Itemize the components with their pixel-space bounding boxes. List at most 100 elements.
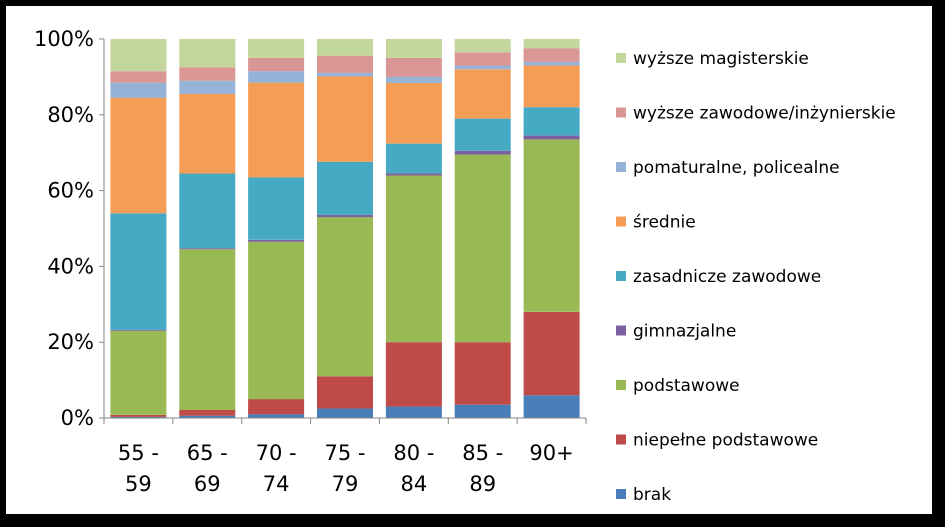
bar-segment-3-col-5 <box>385 175 442 343</box>
bar-segment-7-col-6 <box>454 65 511 70</box>
bar-segment-1-col-3 <box>248 414 305 418</box>
axes-layer: 0% 20% 40% 60% 80% 100% 55 - 59 65 - 69 70 - 74 75 -… <box>34 27 587 496</box>
bar-segment-1-col-6 <box>454 404 511 418</box>
legend-label: średnie <box>633 213 696 233</box>
bar-segment-5-col-6 <box>454 118 511 151</box>
x-tick-label-line: 80 - <box>393 441 434 465</box>
legend-swatch <box>616 271 626 281</box>
bar-segment-5-col-2 <box>179 173 236 249</box>
bar-segment-5-col-3 <box>248 177 305 240</box>
bar-segment-6-col-7 <box>523 65 580 108</box>
legend-swatch <box>616 53 626 63</box>
x-tick-label-line: 79 <box>332 472 359 496</box>
legend: wyższe magisterskie wyższe zawodowe/inżyn… <box>616 49 896 505</box>
x-tick-label-line: 89 <box>469 472 496 496</box>
bar-segment-8-col-7 <box>523 48 580 62</box>
bar-segment-9-col-1 <box>110 39 167 72</box>
bar-segment-8-col-5 <box>385 58 442 77</box>
y-tick-label: 80% <box>47 103 94 127</box>
legend-label: podstawowe <box>633 376 740 396</box>
legend-label: zasadnicze zawodowe <box>633 267 821 287</box>
y-tick-label: 0% <box>61 406 94 430</box>
bar-segment-6-col-2 <box>179 94 236 174</box>
bar-segment-6-col-6 <box>454 69 511 119</box>
bar-segment-4-col-6 <box>454 150 511 155</box>
bar-segment-2-col-7 <box>523 311 580 396</box>
y-tick-label: 40% <box>47 254 94 278</box>
x-tick-label: 65 - 69 <box>187 441 228 496</box>
x-tick-label: 85 - 89 <box>462 441 503 496</box>
bar-segment-5-col-4 <box>317 161 373 215</box>
legend-swatch <box>616 107 626 118</box>
bar-segment-7-col-4 <box>317 72 373 77</box>
bar-segment-3-col-2 <box>179 249 236 410</box>
y-tick-label: 60% <box>47 179 94 203</box>
x-tick-label: 75 - 79 <box>325 441 366 496</box>
x-tick-label-line: 74 <box>263 472 290 496</box>
bar-segment-4-col-4 <box>317 214 373 218</box>
bar-segment-7-col-7 <box>523 61 580 66</box>
x-tick-label-line: 65 - <box>187 441 228 465</box>
x-tick-label: 80 - 84 <box>393 441 434 496</box>
x-tick-label: 55 - 59 <box>118 441 159 496</box>
bar-segment-4-col-5 <box>385 173 442 176</box>
legend-label: gimnazjalne <box>633 322 736 342</box>
bar-segment-8-col-3 <box>248 57 305 72</box>
x-tick-label-line: 59 <box>125 472 152 496</box>
legend-label: wyższe zawodowe/inżynierskie <box>633 104 896 124</box>
bar-segment-2-col-3 <box>248 399 305 415</box>
legend-swatch <box>616 325 626 336</box>
bar-segment-9-col-5 <box>385 39 442 58</box>
bar-segment-9-col-4 <box>317 39 373 56</box>
x-tick-label-line: 75 - <box>325 441 366 465</box>
bar-segment-3-col-1 <box>110 330 167 415</box>
y-tick-label: 100% <box>34 27 94 51</box>
bar-segment-7-col-5 <box>385 76 442 83</box>
x-tick-label-line: 90+ <box>529 441 573 465</box>
x-tick-label-line: 55 - <box>118 441 159 465</box>
bar-segment-5-col-1 <box>110 213 167 330</box>
bar-segment-2-col-1 <box>110 415 167 417</box>
y-tick-label: 20% <box>47 330 94 354</box>
bar-segment-6-col-1 <box>110 97 167 214</box>
bar-segment-3-col-4 <box>317 217 373 377</box>
bar-segment-8-col-1 <box>110 71 167 83</box>
bar-segment-1-col-5 <box>385 406 442 418</box>
bar-segment-1-col-2 <box>179 415 236 418</box>
legend-label: pomaturalne, policealne <box>633 158 840 178</box>
bar-segment-9-col-2 <box>179 39 236 68</box>
x-tick-label-line: 70 - <box>256 441 297 465</box>
bar-segment-1-col-1 <box>110 416 167 418</box>
x-tick-label: 90+ <box>529 441 573 465</box>
bar-segment-5-col-5 <box>385 143 442 174</box>
legend-swatch <box>616 489 626 499</box>
bar-segment-1-col-7 <box>523 395 580 418</box>
stacked-bar-chart: 0% 20% 40% 60% 80% 100% 55 - 59 65 - 69 70 - 74 75 -… <box>34 27 896 505</box>
bar-segment-1-col-4 <box>317 408 373 418</box>
chart-frame: 0% 20% 40% 60% 80% 100% 55 - 59 65 - 69 70 - 74 75 -… <box>6 6 932 514</box>
legend-swatch <box>616 434 626 445</box>
bar-segment-9-col-3 <box>248 39 305 58</box>
bar-segment-8-col-6 <box>454 52 511 66</box>
bar-segment-4-col-3 <box>248 239 305 242</box>
legend-label: wyższe magisterskie <box>633 49 809 69</box>
x-tick-label-line: 84 <box>400 472 427 496</box>
bar-segment-2-col-5 <box>385 342 442 407</box>
bar-segment-2-col-6 <box>454 342 511 405</box>
bar-segment-2-col-4 <box>317 376 373 409</box>
x-tick-label-line: 69 <box>194 472 221 496</box>
bar-segment-8-col-4 <box>317 55 373 73</box>
bar-segment-4-col-1 <box>110 329 167 331</box>
legend-swatch <box>616 380 626 390</box>
bar-segment-8-col-2 <box>179 67 236 81</box>
bar-segment-3-col-3 <box>248 241 305 400</box>
bar-segment-7-col-3 <box>248 71 305 83</box>
x-tick-label-line: 85 - <box>462 441 503 465</box>
x-tick-label: 70 - 74 <box>256 441 297 496</box>
bars-layer <box>110 39 580 418</box>
bar-segment-6-col-4 <box>317 76 373 162</box>
bar-segment-6-col-5 <box>385 83 442 144</box>
bar-segment-6-col-3 <box>248 82 305 178</box>
bar-segment-3-col-6 <box>454 154 511 343</box>
bar-segment-9-col-6 <box>454 39 511 53</box>
